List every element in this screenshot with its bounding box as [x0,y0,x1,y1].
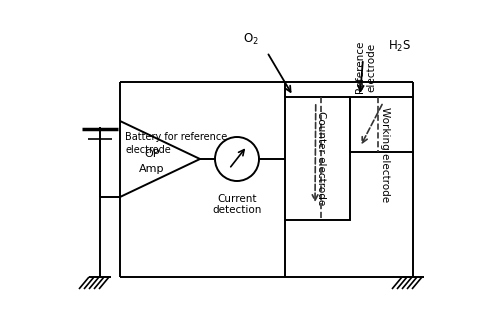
Text: Counter electrode: Counter electrode [316,111,326,206]
Text: electrode: electrode [125,145,171,155]
Text: O$_2$: O$_2$ [243,32,259,47]
Text: Working electrode: Working electrode [380,107,390,202]
Text: Reference
electrode: Reference electrode [355,41,376,93]
Text: Battery for reference: Battery for reference [125,132,227,142]
Text: Amp: Amp [139,164,165,174]
Bar [285,97,350,220]
Text: H$_2$S: H$_2$S [388,39,411,54]
Bar [350,97,413,152]
Text: OP: OP [144,149,160,159]
Text: detection: detection [212,205,262,215]
Text: Current: Current [217,194,257,204]
